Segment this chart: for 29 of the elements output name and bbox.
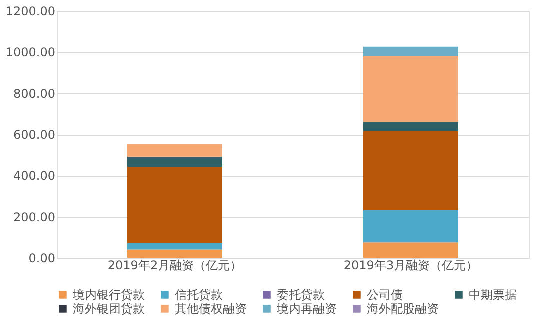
y-tick-label: 200.00 — [14, 210, 56, 224]
legend-label: 海外银团贷款 — [73, 302, 145, 316]
legend-label: 境内再融资 — [276, 302, 337, 316]
bar — [128, 250, 222, 258]
bar — [128, 243, 222, 250]
bar — [364, 46, 458, 56]
y-tick-label: 1000.00 — [6, 46, 56, 60]
legend-label: 其他债权融资 — [175, 302, 247, 316]
bar — [128, 156, 222, 168]
y-tick-label: 1200.00 — [6, 4, 56, 18]
legend-label: 海外配股融资 — [367, 302, 439, 316]
bar — [364, 131, 458, 210]
legend-label: 中期票据 — [469, 288, 517, 302]
legend-label: 委托贷款 — [277, 288, 325, 302]
bar — [364, 122, 458, 132]
x-tick-label: 2019年2月融资（亿元） — [108, 258, 242, 272]
y-tick-label: 0.00 — [28, 252, 56, 266]
bar — [364, 242, 458, 258]
y-tick-label: 400.00 — [14, 169, 56, 184]
legend-label: 信托贷款 — [175, 288, 223, 302]
bar — [364, 210, 458, 243]
legend-label: 境内银行贷款 — [72, 288, 145, 302]
x-tick-label: 2019年3月融资（亿元） — [344, 258, 478, 272]
bar — [128, 144, 222, 157]
bar — [128, 167, 222, 244]
y-tick-label: 600.00 — [14, 128, 56, 142]
y-tick-label: 800.00 — [14, 86, 56, 101]
bar — [364, 56, 458, 122]
legend-label: 公司债 — [367, 288, 403, 302]
